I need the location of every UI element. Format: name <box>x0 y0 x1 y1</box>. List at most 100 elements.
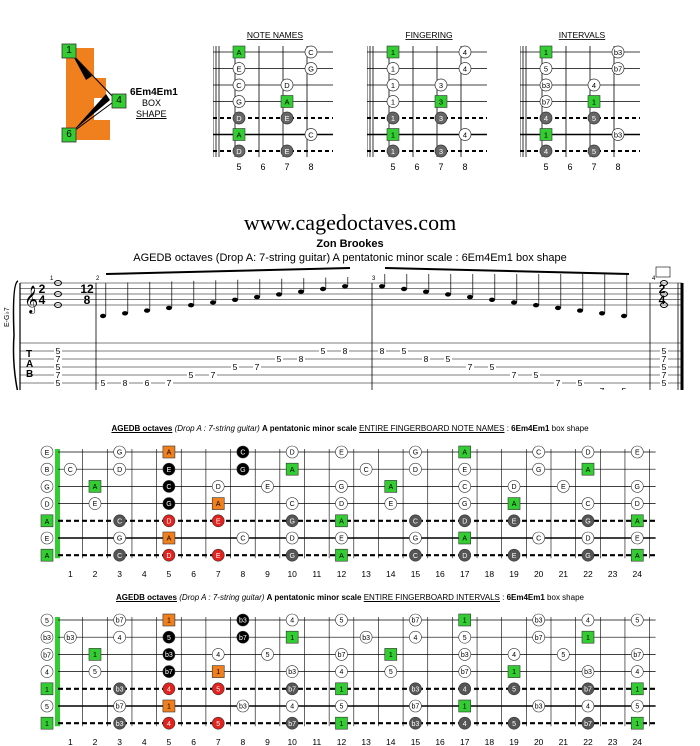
fretboard-note-label: C <box>68 467 73 474</box>
fretboard-note-label: 4 <box>290 704 294 711</box>
note-marker <box>409 613 422 627</box>
note-marker <box>113 531 126 545</box>
note-marker <box>335 665 348 678</box>
fretboard-note-label: 4 <box>340 669 344 676</box>
root-marker <box>88 648 102 661</box>
shape-name: 6Em4Em1 <box>130 87 178 98</box>
fretboard-note-label: b7 <box>288 686 296 693</box>
fretboard-note-label: b7 <box>461 669 469 676</box>
fretboard-note-label: A <box>635 518 640 525</box>
small-note-label: 5 <box>592 147 596 156</box>
fretboard-note-label: b7 <box>165 669 173 676</box>
fretboard-note-label: 5 <box>216 686 220 693</box>
fermata-icon <box>655 266 671 278</box>
fretboard-note-label: C <box>413 518 418 525</box>
note-marker <box>162 630 176 644</box>
fretboard-note-label: C <box>536 536 541 543</box>
fretboard-note-label: D <box>635 501 640 508</box>
note-marker <box>113 548 126 562</box>
fretboard-note-label: G <box>413 536 418 543</box>
tab-chord-1: 5 <box>56 346 61 356</box>
open-root-marker <box>40 514 54 528</box>
note-marker <box>113 630 126 644</box>
small-note-label: C <box>308 131 314 140</box>
fretboard-note-label: 1 <box>167 618 171 625</box>
fretboard-note-label: C <box>462 484 467 491</box>
fretboard-note-label: b7 <box>584 686 592 693</box>
note-marker <box>304 62 318 75</box>
fretboard-note-label: D <box>413 467 418 474</box>
fretboard-note-label: E <box>635 536 640 543</box>
fretboard-note-label: G <box>289 518 294 525</box>
small-fret-number: 5 <box>236 162 241 172</box>
note-marker <box>458 480 472 493</box>
fretboard-note-label: b3 <box>535 618 543 625</box>
fretboard-note-label: G <box>166 501 171 508</box>
note-marker <box>532 699 545 713</box>
note-marker <box>458 648 472 661</box>
note-marker <box>539 144 553 158</box>
fretboard-note-label: G <box>536 467 541 474</box>
note-head <box>401 286 407 292</box>
fretboard-note-label: 5 <box>561 652 565 659</box>
note-marker <box>113 514 126 528</box>
note-marker <box>532 445 545 459</box>
full-notes-title-scale: A pentatonic minor scale <box>262 424 357 433</box>
small-note-label: 3 <box>439 98 443 107</box>
root-marker <box>232 128 246 141</box>
fretboard-note-label: D <box>585 536 590 543</box>
small-note-label: E <box>284 147 289 156</box>
tab-run-up: 6 <box>145 378 150 388</box>
note-marker <box>113 613 126 627</box>
note-marker <box>236 462 250 476</box>
root-marker <box>507 665 521 678</box>
fretboard-note-label: b3 <box>66 635 74 642</box>
small-note-label: 1 <box>544 131 548 140</box>
small-note-label: b7 <box>542 98 550 107</box>
root-marker <box>539 45 553 59</box>
note-marker <box>162 497 176 510</box>
tab-chord-1: 7 <box>56 354 61 364</box>
open-string-label: b3 <box>43 635 51 642</box>
full-notes-title-bold: AGEDB octaves <box>111 424 173 433</box>
root-marker <box>434 95 448 108</box>
fretboard-note-label: 1 <box>216 669 220 676</box>
note-marker <box>581 682 595 696</box>
root-marker <box>630 716 644 730</box>
note-head <box>423 289 429 294</box>
fretboard-note-label: G <box>289 553 294 560</box>
tab-run-down: 8 <box>424 354 429 364</box>
fretboard-note-label: G <box>585 518 590 525</box>
open-string-label: B <box>45 467 50 474</box>
note-marker <box>285 514 299 528</box>
note-marker <box>211 716 225 730</box>
note-marker <box>285 548 299 562</box>
fretboard-note-label: G <box>462 501 467 508</box>
fretboard-note-label: 4 <box>413 635 417 642</box>
fretboard-note-label: 4 <box>463 686 467 693</box>
note-marker <box>335 497 348 510</box>
small-fret-number: 5 <box>390 162 395 172</box>
root-marker <box>162 699 176 713</box>
tab-run-up: 7 <box>167 378 172 388</box>
root-marker <box>386 128 400 141</box>
note-marker <box>386 78 400 92</box>
note-marker <box>581 548 595 562</box>
note-marker <box>587 78 601 92</box>
note-marker <box>113 462 126 476</box>
fretboard-note-label: 5 <box>340 618 344 625</box>
note-marker <box>532 630 545 644</box>
note-marker <box>335 613 348 627</box>
fretboard-note-label: 5 <box>512 721 516 728</box>
note-marker <box>581 665 595 678</box>
note-marker <box>88 665 102 678</box>
fret-number: 17 <box>460 737 470 746</box>
tab-chord-2: 7 <box>662 370 667 380</box>
fretboard-note-label: 1 <box>635 686 639 693</box>
fret-number: 1 <box>68 737 73 746</box>
root-marker <box>587 95 601 108</box>
small-note-label: A <box>284 98 289 107</box>
fret-number: 15 <box>411 569 421 579</box>
small-note-label: 4 <box>463 131 467 140</box>
small-note-label: 4 <box>592 81 596 90</box>
